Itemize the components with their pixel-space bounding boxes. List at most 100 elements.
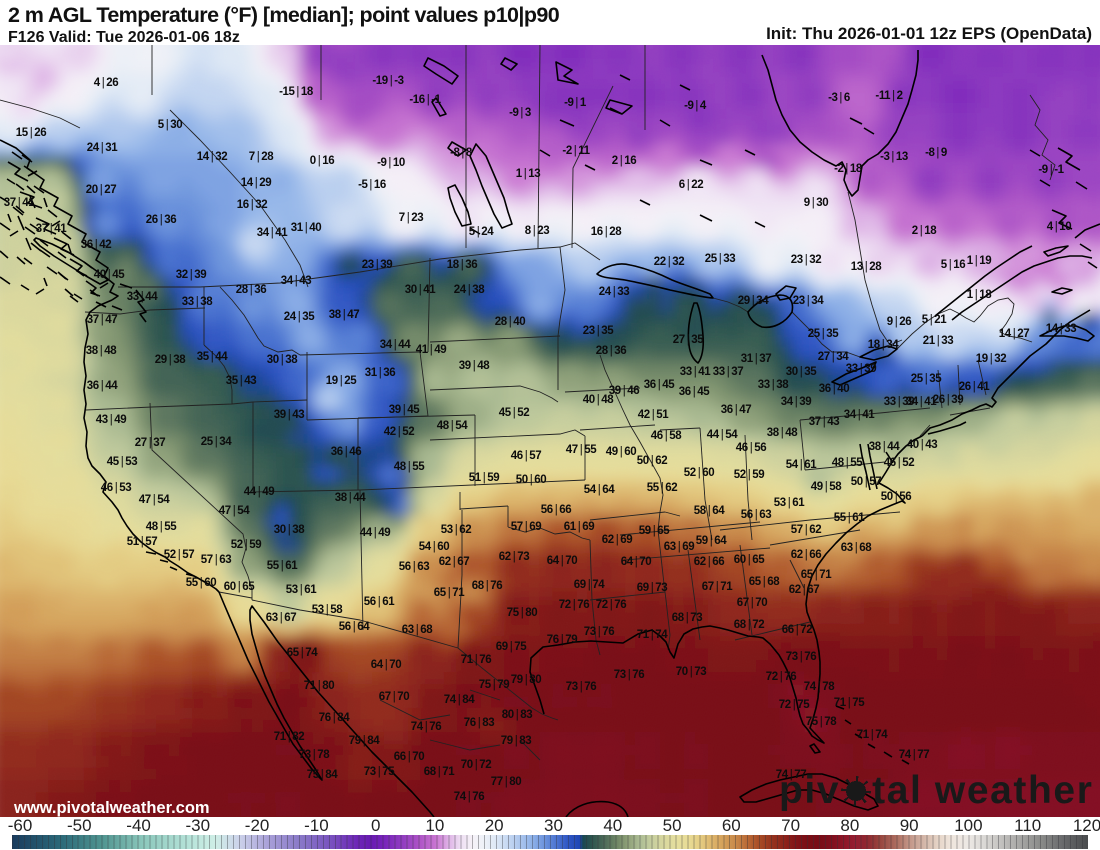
svg-text:19 | 25: 19 | 25 (326, 375, 357, 387)
svg-text:71 | 76: 71 | 76 (461, 654, 491, 666)
svg-text:62 | 66: 62 | 66 (791, 549, 821, 561)
svg-text:28 | 36: 28 | 36 (236, 284, 266, 296)
svg-text:60 | 65: 60 | 65 (224, 581, 255, 593)
svg-text:15 | 26: 15 | 26 (16, 127, 46, 139)
svg-text:8 | 23: 8 | 23 (525, 225, 549, 237)
svg-text:2 | 18: 2 | 18 (912, 225, 937, 237)
svg-text:65 | 71: 65 | 71 (801, 569, 832, 581)
svg-text:72 | 76: 72 | 76 (766, 671, 796, 683)
svg-text:18 | 34: 18 | 34 (868, 339, 899, 351)
svg-text:46 | 57: 46 | 57 (511, 450, 541, 462)
svg-text:7 | 23: 7 | 23 (399, 212, 423, 224)
svg-text:50 | 56: 50 | 56 (881, 491, 911, 503)
svg-text:73 | 76: 73 | 76 (786, 651, 816, 663)
svg-text:52 | 59: 52 | 59 (734, 469, 764, 481)
svg-text:51 | 59: 51 | 59 (469, 472, 499, 484)
svg-text:-9 | -1: -9 | -1 (1038, 164, 1064, 176)
svg-text:75 | 79: 75 | 79 (479, 679, 509, 691)
svg-text:26 | 39: 26 | 39 (933, 394, 963, 406)
svg-text:36 | 45: 36 | 45 (644, 379, 675, 391)
svg-text:55 | 61: 55 | 61 (267, 560, 298, 572)
svg-text:46 | 52: 46 | 52 (884, 457, 914, 469)
svg-text:36 | 42: 36 | 42 (81, 239, 111, 251)
svg-text:67 | 70: 67 | 70 (737, 597, 767, 609)
svg-text:20 | 27: 20 | 27 (86, 184, 116, 196)
svg-text:-3 | 6: -3 | 6 (828, 92, 850, 104)
svg-text:34 | 39: 34 | 39 (781, 396, 811, 408)
svg-text:62 | 67: 62 | 67 (789, 584, 819, 596)
svg-text:25 | 35: 25 | 35 (808, 328, 839, 340)
svg-text:56 | 63: 56 | 63 (399, 561, 429, 573)
svg-text:24 | 31: 24 | 31 (87, 142, 118, 154)
svg-text:36 | 40: 36 | 40 (819, 383, 849, 395)
svg-text:79 | 84: 79 | 84 (349, 735, 380, 747)
svg-text:5 | 21: 5 | 21 (922, 314, 947, 326)
svg-text:18 | 36: 18 | 36 (447, 259, 477, 271)
svg-text:34 | 43: 34 | 43 (281, 275, 311, 287)
svg-text:30 | 35: 30 | 35 (786, 366, 817, 378)
svg-text:73 | 78: 73 | 78 (299, 749, 330, 761)
svg-text:6 | 22: 6 | 22 (679, 179, 703, 191)
svg-text:31 | 36: 31 | 36 (365, 367, 395, 379)
svg-text:69 | 75: 69 | 75 (496, 641, 527, 653)
svg-text:74 | 78: 74 | 78 (804, 681, 835, 693)
svg-text:62 | 67: 62 | 67 (439, 556, 469, 568)
svg-text:54 | 64: 54 | 64 (584, 484, 615, 496)
svg-text:39 | 45: 39 | 45 (389, 404, 420, 416)
svg-text:58 | 64: 58 | 64 (694, 505, 725, 517)
svg-text:40 | 43: 40 | 43 (907, 439, 937, 451)
svg-text:-8 | 8: -8 | 8 (450, 147, 473, 159)
svg-text:55 | 60: 55 | 60 (186, 577, 216, 589)
svg-text:64 | 70: 64 | 70 (371, 659, 401, 671)
svg-text:33 | 37: 33 | 37 (713, 366, 743, 378)
svg-text:71 | 75: 71 | 75 (834, 697, 865, 709)
svg-text:37 | 41: 37 | 41 (36, 223, 67, 235)
svg-text:21 | 33: 21 | 33 (923, 335, 953, 347)
svg-text:38 | 48: 38 | 48 (767, 427, 798, 439)
svg-text:14 | 33: 14 | 33 (1046, 323, 1076, 335)
svg-text:38 | 48: 38 | 48 (86, 345, 117, 357)
svg-text:44 | 49: 44 | 49 (360, 527, 390, 539)
svg-text:33 | 38: 33 | 38 (182, 296, 213, 308)
svg-text:27 | 37: 27 | 37 (135, 437, 165, 449)
svg-text:-15 | 18: -15 | 18 (279, 86, 314, 98)
svg-text:65 | 68: 65 | 68 (749, 576, 780, 588)
svg-text:79 | 80: 79 | 80 (511, 674, 541, 686)
svg-text:29 | 34: 29 | 34 (738, 295, 769, 307)
svg-text:2 | 16: 2 | 16 (612, 155, 636, 167)
svg-text:-3 | 13: -3 | 13 (880, 151, 908, 163)
svg-text:47 | 54: 47 | 54 (219, 505, 250, 517)
svg-text:32 | 39: 32 | 39 (176, 269, 206, 281)
svg-text:-16 | -1: -16 | -1 (409, 94, 441, 106)
svg-text:50 | 62: 50 | 62 (637, 455, 667, 467)
svg-text:36 | 45: 36 | 45 (679, 386, 710, 398)
svg-text:70 | 73: 70 | 73 (676, 666, 706, 678)
svg-text:23 | 34: 23 | 34 (793, 295, 824, 307)
svg-text:64 | 70: 64 | 70 (621, 556, 651, 568)
svg-text:24 | 38: 24 | 38 (454, 284, 485, 296)
svg-text:71 | 80: 71 | 80 (304, 680, 334, 692)
svg-text:73 | 75: 73 | 75 (364, 766, 395, 778)
svg-text:14 | 32: 14 | 32 (197, 151, 227, 163)
svg-text:46 | 58: 46 | 58 (651, 430, 682, 442)
svg-text:68 | 71: 68 | 71 (424, 766, 455, 778)
svg-text:71 | 74: 71 | 74 (637, 629, 668, 641)
svg-text:56 | 61: 56 | 61 (364, 596, 395, 608)
svg-text:63 | 68: 63 | 68 (402, 624, 433, 636)
svg-text:40 | 45: 40 | 45 (94, 269, 125, 281)
svg-text:0 | 16: 0 | 16 (310, 155, 334, 167)
svg-text:-9 | 3: -9 | 3 (509, 107, 531, 119)
svg-text:63 | 68: 63 | 68 (841, 542, 872, 554)
svg-text:23 | 39: 23 | 39 (362, 259, 392, 271)
svg-text:48 | 55: 48 | 55 (832, 457, 863, 469)
svg-text:-8 | 9: -8 | 9 (925, 147, 947, 159)
svg-text:33 | 44: 33 | 44 (127, 291, 158, 303)
svg-text:64 | 70: 64 | 70 (547, 555, 577, 567)
svg-text:26 | 36: 26 | 36 (146, 214, 176, 226)
svg-text:29 | 38: 29 | 38 (155, 354, 186, 366)
svg-text:63 | 69: 63 | 69 (664, 541, 694, 553)
svg-text:46 | 56: 46 | 56 (736, 442, 766, 454)
svg-text:30 | 38: 30 | 38 (274, 524, 305, 536)
svg-text:62 | 69: 62 | 69 (602, 534, 632, 546)
svg-text:31 | 40: 31 | 40 (291, 222, 321, 234)
